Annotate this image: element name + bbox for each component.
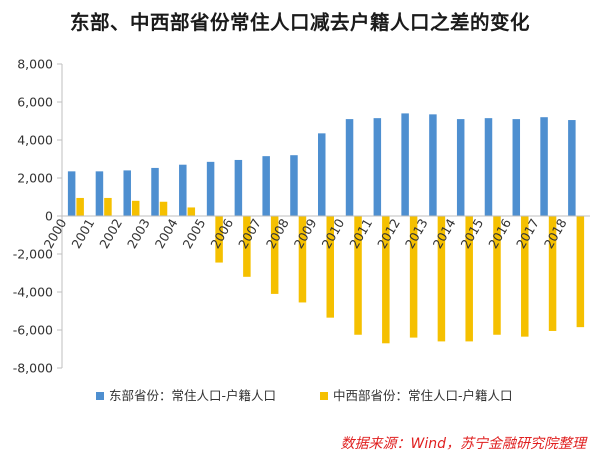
y-tick-label: 2,000 [17,171,53,186]
bar-east [345,119,354,216]
bar-midwest [270,216,279,294]
bar-midwest [493,216,501,335]
x-tick-label: 2003 [124,216,153,251]
bar-midwest [104,197,112,216]
y-tick-label: 0 [45,209,53,224]
y-tick-label: 4,000 [17,133,53,148]
bar-midwest [76,197,84,216]
x-tick-label: 2014 [430,216,459,251]
x-tick-label: 2010 [318,216,347,251]
bar-midwest [243,216,251,277]
bar-midwest [409,216,418,338]
y-tick-label: 8,000 [17,57,53,72]
bar-east [67,171,76,216]
bar-east [234,159,243,216]
x-tick-label: 2009 [291,216,320,251]
bar-midwest [187,207,196,216]
bar-east [206,161,215,216]
bar-midwest [465,216,473,342]
bar-east [151,167,159,216]
bar-east [568,120,576,216]
bar-east [123,170,131,216]
legend-swatch-midwest [320,392,328,400]
x-tick-label: 2013 [402,216,431,251]
bar-east [179,164,187,216]
bar-east [484,118,493,216]
legend-label-east: 东部省份：常住人口-户籍人口 [109,388,276,403]
bar-midwest [576,216,585,328]
legend-swatch-east [96,392,104,400]
bar-midwest [548,216,557,331]
legend-label-midwest: 中西部省份：常住人口-户籍人口 [333,388,513,403]
x-tick-label: 2017 [513,216,542,251]
bar-midwest [215,216,223,263]
y-tick-label: -6,000 [13,323,53,338]
bar-east [290,155,298,216]
bar-east [318,133,326,216]
bar-east [373,118,382,216]
x-tick-label: 2002 [96,216,125,251]
bar-east [540,117,548,216]
bar-east [456,119,465,216]
x-tick-label: 2018 [541,216,570,251]
source-note: 数据来源：Wind，苏宁金融研究院整理 [340,436,587,452]
bar-east [429,114,437,216]
bar-midwest [131,200,140,216]
bar-midwest [382,216,390,344]
x-tick-label: 2012 [374,216,403,251]
y-tick-label: 6,000 [17,95,53,110]
bar-east [401,113,409,216]
x-tick-label: 2006 [207,216,236,251]
x-tick-label: 2016 [485,216,514,251]
bar-east [262,156,270,216]
chart-title: 东部、中西部省份常住人口减去户籍人口之差的变化 [69,11,530,34]
bar-midwest [521,216,529,337]
y-tick-label: -2,000 [13,247,53,262]
x-tick-label: 2011 [346,216,375,251]
bar-east [512,119,521,216]
y-tick-label: -4,000 [13,285,53,300]
x-tick-label: 2005 [180,216,209,251]
bar-midwest [298,216,307,303]
x-tick-label: 2001 [68,216,97,251]
bar-midwest [437,216,446,342]
x-tick-label: 2008 [263,216,292,251]
bar-east [95,171,104,216]
bar-midwest [354,216,362,335]
y-tick-label: -8,000 [13,361,53,376]
x-tick-label: 2007 [235,216,264,251]
x-tick-label: 2015 [457,216,486,251]
x-tick-label: 2004 [152,216,181,251]
bar-midwest [326,216,334,318]
bar-midwest [159,201,168,216]
